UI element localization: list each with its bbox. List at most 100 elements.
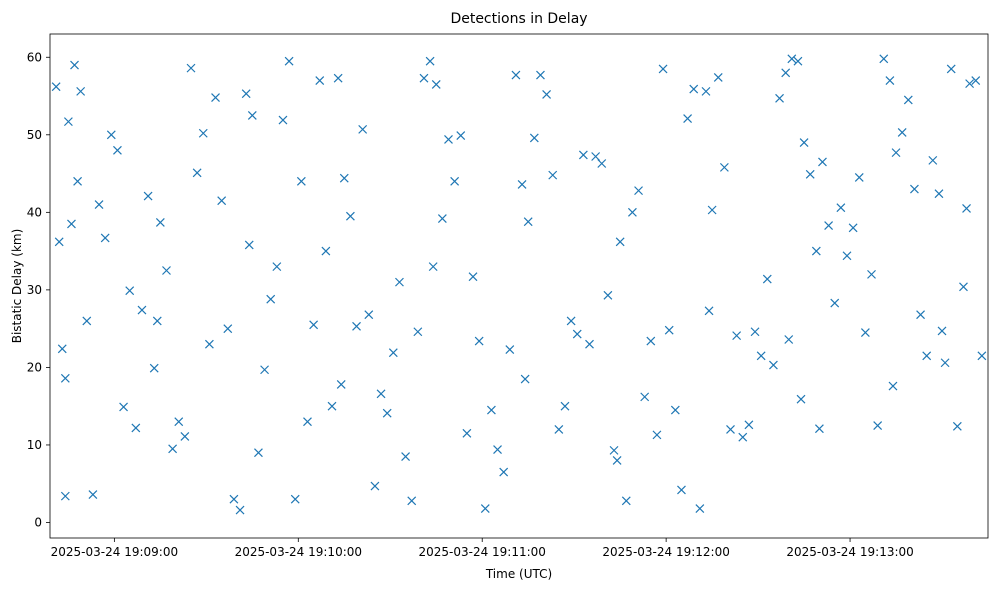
data-point (529, 133, 539, 143)
data-point (726, 425, 735, 434)
data-point (450, 176, 460, 186)
data-point (223, 324, 233, 334)
data-point (977, 351, 987, 361)
data-point (254, 448, 263, 458)
data-point (125, 286, 135, 296)
data-point (336, 380, 346, 389)
data-point (413, 327, 423, 337)
data-point (560, 401, 570, 411)
data-point (818, 157, 827, 167)
data-point (57, 344, 67, 354)
y-tick-label: 50 (27, 128, 42, 142)
x-tick-label: 2025-03-24 19:11:00 (418, 545, 545, 559)
data-point (787, 54, 797, 64)
data-point (152, 316, 162, 326)
data-point (609, 445, 619, 455)
data-point (106, 130, 116, 140)
data-point (658, 64, 668, 74)
y-tick-label: 0 (34, 515, 42, 529)
data-point (750, 327, 760, 337)
data-point (627, 207, 637, 217)
data-point (775, 93, 784, 103)
data-point (63, 117, 73, 127)
data-point (162, 266, 171, 275)
data-point (578, 150, 588, 160)
x-tick-label: 2025-03-24 19:09:00 (51, 545, 178, 559)
data-point (520, 374, 530, 384)
data-point (266, 294, 276, 304)
data-point (548, 170, 558, 180)
data-point (149, 363, 159, 373)
data-point (738, 432, 748, 442)
data-point (211, 93, 220, 103)
data-point (937, 326, 947, 336)
data-point (965, 79, 975, 89)
data-point (830, 298, 840, 308)
x-axis-label: Time (UTC) (485, 567, 552, 581)
y-tick-label: 60 (27, 50, 42, 64)
data-point (60, 373, 70, 383)
data-point (796, 394, 806, 404)
data-point (388, 348, 398, 358)
data-point (922, 351, 932, 361)
data-point (174, 417, 184, 427)
data-point (364, 310, 374, 320)
x-tick-label: 2025-03-24 19:12:00 (602, 545, 729, 559)
data-point (891, 148, 901, 158)
data-point (554, 425, 564, 434)
data-point (811, 246, 821, 256)
data-point (192, 168, 202, 178)
data-point (407, 496, 417, 506)
x-tick-label: 2025-03-24 19:10:00 (235, 545, 362, 559)
data-point (704, 306, 714, 316)
data-point (646, 336, 656, 346)
x-tick-label: 2025-03-24 19:13:00 (786, 545, 913, 559)
data-point (689, 84, 699, 94)
data-point (946, 64, 956, 74)
data-point (244, 240, 254, 250)
data-point (762, 274, 772, 284)
data-point (959, 282, 968, 292)
data-point (94, 200, 104, 210)
data-point (296, 176, 306, 186)
data-point (523, 217, 533, 227)
data-point (517, 180, 527, 189)
data-point (370, 481, 380, 491)
data-point (198, 128, 208, 138)
data-point (793, 56, 803, 66)
data-point (67, 219, 76, 229)
data-point (358, 124, 368, 134)
data-point (572, 329, 582, 339)
data-points (51, 54, 987, 515)
data-point (928, 155, 938, 165)
data-point (897, 128, 907, 137)
data-point (701, 86, 711, 96)
data-point (131, 423, 141, 433)
data-point (137, 305, 147, 315)
data-point (315, 76, 325, 85)
data-point (333, 73, 343, 83)
data-point (585, 339, 594, 349)
axes: 2025-03-24 19:09:00 2025-03-24 19:10:00 20… (27, 33, 989, 559)
data-point (934, 189, 944, 199)
data-point (186, 63, 196, 73)
data-point (860, 328, 870, 337)
data-point (217, 196, 227, 206)
data-point (952, 421, 962, 431)
data-point (345, 211, 355, 221)
data-point (744, 420, 754, 430)
data-point (707, 205, 717, 215)
data-point (836, 203, 846, 213)
y-tick-label: 20 (27, 360, 42, 374)
data-point (505, 345, 515, 355)
data-point (82, 316, 92, 326)
data-point (444, 135, 453, 144)
data-point (168, 444, 178, 454)
data-point (60, 491, 70, 501)
data-point (229, 494, 239, 504)
data-point (247, 110, 257, 120)
data-point (155, 217, 165, 227)
data-point (756, 351, 766, 361)
data-point (321, 246, 331, 256)
data-point (395, 277, 404, 287)
